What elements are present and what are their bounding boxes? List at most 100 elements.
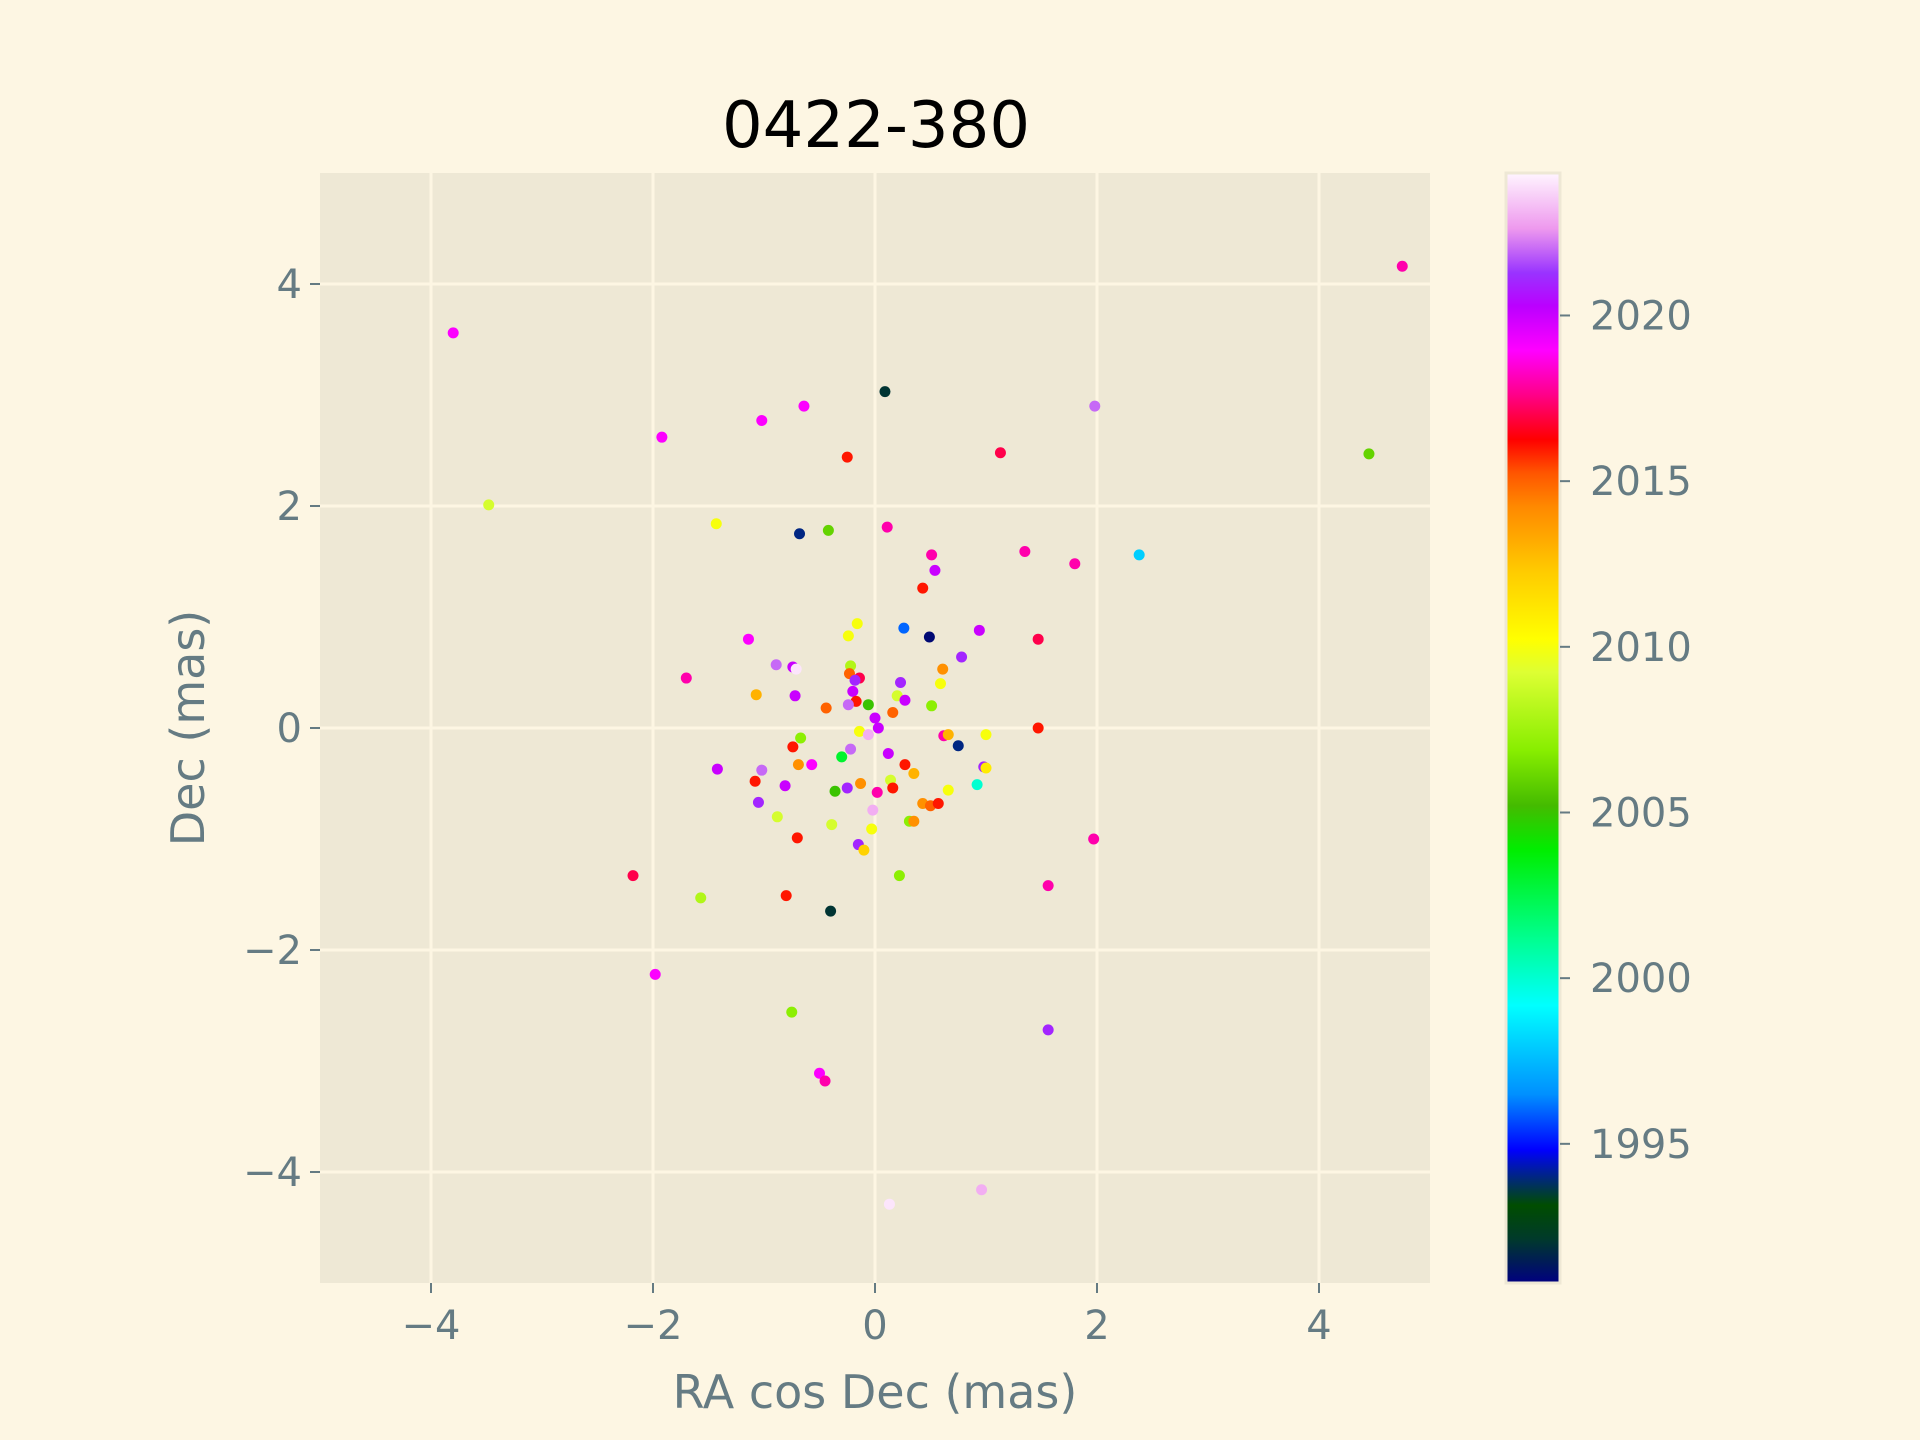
data-point: [841, 451, 853, 463]
data-point: [883, 1198, 895, 1210]
data-point: [1042, 880, 1054, 892]
data-point: [790, 663, 802, 675]
data-point: [656, 431, 668, 443]
data-point: [756, 764, 768, 776]
data-point: [836, 751, 848, 763]
data-point: [819, 1075, 831, 1087]
data-point: [792, 759, 804, 771]
data-point: [742, 633, 754, 645]
x-axis-label: RA cos Dec (mas): [673, 1365, 1078, 1419]
colorbar-tick-label: 2000: [1590, 956, 1692, 1002]
colorbar-ticks: 1995 2000 2005 2010 2015 2020: [1560, 293, 1692, 1168]
data-point: [1032, 722, 1044, 734]
data-point: [695, 892, 707, 904]
data-point: [711, 763, 723, 775]
data-point: [829, 785, 841, 797]
colorbar-tick-label: 2020: [1590, 293, 1692, 339]
data-point: [1396, 260, 1408, 272]
data-point: [942, 784, 954, 796]
data-point: [879, 386, 891, 398]
data-point: [956, 651, 968, 663]
data-point: [447, 327, 459, 339]
colorbar-tick-label: 2010: [1590, 625, 1692, 671]
data-points: [447, 260, 1408, 1210]
data-point: [887, 706, 899, 718]
data-point: [893, 870, 905, 882]
data-point: [934, 678, 946, 690]
data-point: [756, 415, 768, 427]
data-point: [787, 741, 799, 753]
data-point: [976, 1184, 988, 1196]
data-point: [853, 725, 865, 737]
data-point: [842, 699, 854, 711]
data-point: [895, 676, 907, 688]
data-point: [794, 528, 806, 540]
data-point: [842, 630, 854, 642]
y-tick-label: −2: [243, 928, 302, 974]
data-point: [627, 870, 639, 882]
data-point: [791, 832, 803, 844]
chart-title: 0422-380: [722, 89, 1030, 163]
data-point: [994, 447, 1006, 459]
data-point: [869, 712, 881, 724]
data-point: [1042, 1024, 1054, 1036]
data-point: [814, 1067, 825, 1079]
y-tick-label: −4: [243, 1150, 302, 1196]
data-point: [786, 1006, 798, 1018]
x-tick-label: −4: [402, 1303, 461, 1349]
y-tick-label: 2: [277, 484, 302, 530]
x-tick-label: 2: [1084, 1303, 1109, 1349]
data-point: [771, 811, 783, 823]
data-point: [867, 804, 879, 816]
data-point: [952, 740, 964, 752]
y-tick-label: 4: [277, 262, 302, 308]
data-point: [841, 782, 853, 794]
data-point: [483, 499, 495, 511]
data-point: [752, 796, 764, 808]
data-point: [851, 618, 863, 630]
data-point: [899, 759, 911, 771]
x-tick-label: 0: [862, 1303, 887, 1349]
data-point: [789, 690, 801, 702]
data-point: [858, 844, 870, 856]
data-point: [649, 968, 661, 980]
data-point: [862, 729, 874, 741]
data-point: [1019, 546, 1031, 558]
colorbar-tick-label: 2015: [1590, 459, 1692, 505]
data-point: [795, 732, 807, 744]
data-point: [1032, 633, 1044, 645]
data-point: [855, 778, 867, 789]
data-point: [881, 521, 893, 533]
data-point: [822, 524, 834, 536]
colorbar-tick-label: 1995: [1590, 1122, 1692, 1168]
data-point: [845, 743, 857, 755]
y-axis-label: Dec (mas): [161, 610, 215, 847]
data-point: [1363, 448, 1375, 460]
data-point: [770, 659, 782, 671]
data-point: [1089, 400, 1101, 412]
y-axis-ticks: −4 −2 0 2 4: [243, 262, 320, 1196]
colorbar-tick-label: 2005: [1590, 790, 1692, 836]
data-point: [871, 786, 883, 798]
data-point: [908, 768, 920, 780]
x-axis-ticks: −4 −2 0 2 4: [402, 1283, 1332, 1349]
data-point: [898, 622, 910, 634]
data-point: [932, 797, 944, 809]
data-point: [971, 779, 983, 791]
data-point: [926, 700, 938, 712]
data-point: [680, 672, 692, 684]
data-point: [942, 729, 954, 741]
data-point: [825, 905, 837, 917]
data-point: [908, 815, 920, 827]
data-point: [849, 674, 861, 686]
data-point: [798, 400, 810, 412]
data-point: [750, 689, 762, 701]
data-point: [899, 694, 911, 706]
data-point: [806, 759, 818, 771]
data-point: [973, 624, 985, 636]
data-point: [710, 518, 722, 530]
data-point: [780, 890, 792, 902]
colorbar: [1504, 171, 1562, 1285]
data-point: [926, 549, 938, 561]
